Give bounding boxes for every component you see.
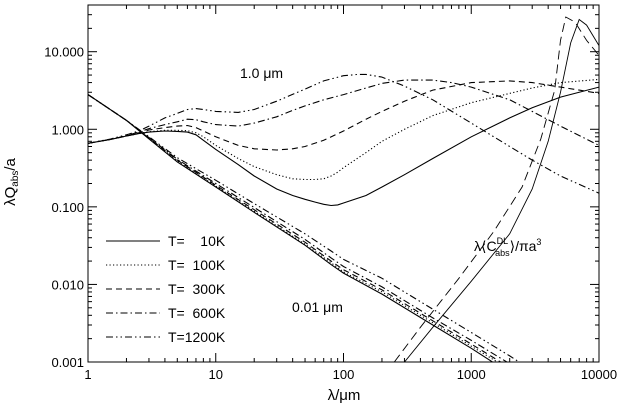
x-tick-label: 10000	[581, 367, 617, 382]
y-tick-label: 0.001	[51, 355, 84, 370]
legend-entry: T=1200K	[106, 329, 226, 345]
plot-frame	[87, 4, 600, 363]
series-3-grain-001um-line	[88, 94, 508, 362]
y-tick-label: 1.000	[51, 122, 84, 137]
legend-entry: T= 100K	[106, 257, 226, 273]
plot-border	[87, 4, 600, 363]
series-0-grain-1um-line	[88, 86, 599, 207]
y-tick-label: 0.100	[51, 200, 84, 215]
series-2-grain-001um-line	[88, 94, 502, 362]
annotation-small-grain: 0.01 μm	[292, 299, 343, 315]
legend-label: T= 300K	[168, 281, 226, 297]
series-1-grain-1um-line	[88, 78, 599, 181]
legend-label: T= 600K	[168, 305, 226, 321]
legend-entry: T= 300K	[106, 281, 226, 297]
legend-entry: T= 600K	[106, 305, 226, 321]
x-axis-label: λ/μm	[328, 387, 361, 404]
y-tick-label: 10.000	[44, 45, 84, 60]
annotation-dl: λ⟨CDL abs⟩/πa3	[474, 236, 541, 258]
y-tick-label: 0.010	[51, 277, 84, 292]
x-tick-label: 10	[209, 367, 223, 382]
series-4-grain-1um-line	[88, 73, 599, 194]
x-tick-label: 1000	[457, 367, 486, 382]
x-tick-label: 1	[84, 367, 91, 382]
series-2-grain-1um-line	[88, 80, 599, 151]
x-tick-label: 100	[333, 367, 355, 382]
series-2-dl-line	[393, 16, 599, 362]
legend-label: T=1200K	[168, 329, 226, 345]
legend-label: T= 10K	[168, 233, 226, 249]
axis-ticks: 1 10 100 1000 10000 0.001 0.010 0.100 1.000 10.00…	[44, 4, 617, 382]
curves-layer	[88, 16, 599, 362]
series-4-grain-001um-line	[88, 94, 521, 362]
y-axis-label: λQabs/a	[2, 157, 21, 205]
series-0-dl-line	[404, 18, 599, 362]
annotation-large-grain: 1.0 μm	[240, 65, 283, 81]
legend-label: T= 100K	[168, 257, 226, 273]
legend: T= 10K T= 100K T= 300K T= 600K T=1200K	[106, 233, 226, 345]
legend-entry: T= 10K	[106, 233, 226, 249]
